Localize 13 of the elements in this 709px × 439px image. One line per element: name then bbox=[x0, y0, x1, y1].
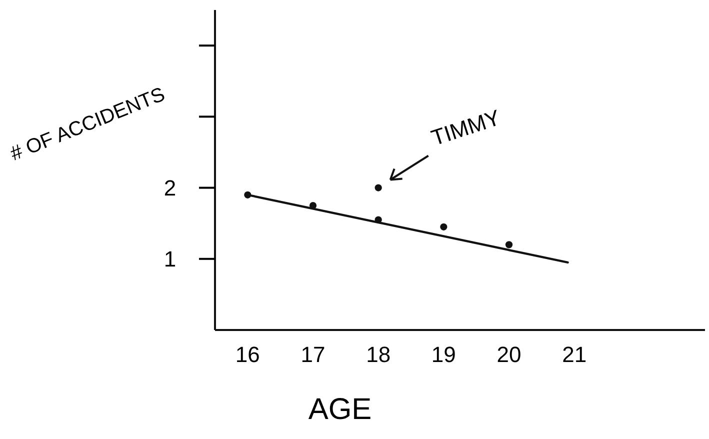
x-tick-label: 16 bbox=[235, 342, 260, 367]
point bbox=[440, 223, 448, 230]
x-tick-label: 21 bbox=[562, 342, 587, 367]
x-tick-label: 17 bbox=[300, 342, 326, 367]
x-tick-label: 19 bbox=[431, 342, 456, 367]
point bbox=[374, 184, 382, 192]
x-tick-label: 18 bbox=[366, 342, 391, 367]
y-tick-label: 2 bbox=[164, 175, 176, 200]
x-tick-label: 20 bbox=[496, 342, 522, 367]
point bbox=[505, 241, 513, 248]
annotation: TIMMY bbox=[428, 104, 504, 151]
x-axis-title: AGE bbox=[308, 393, 372, 426]
y-tick-label: 1 bbox=[164, 246, 176, 272]
